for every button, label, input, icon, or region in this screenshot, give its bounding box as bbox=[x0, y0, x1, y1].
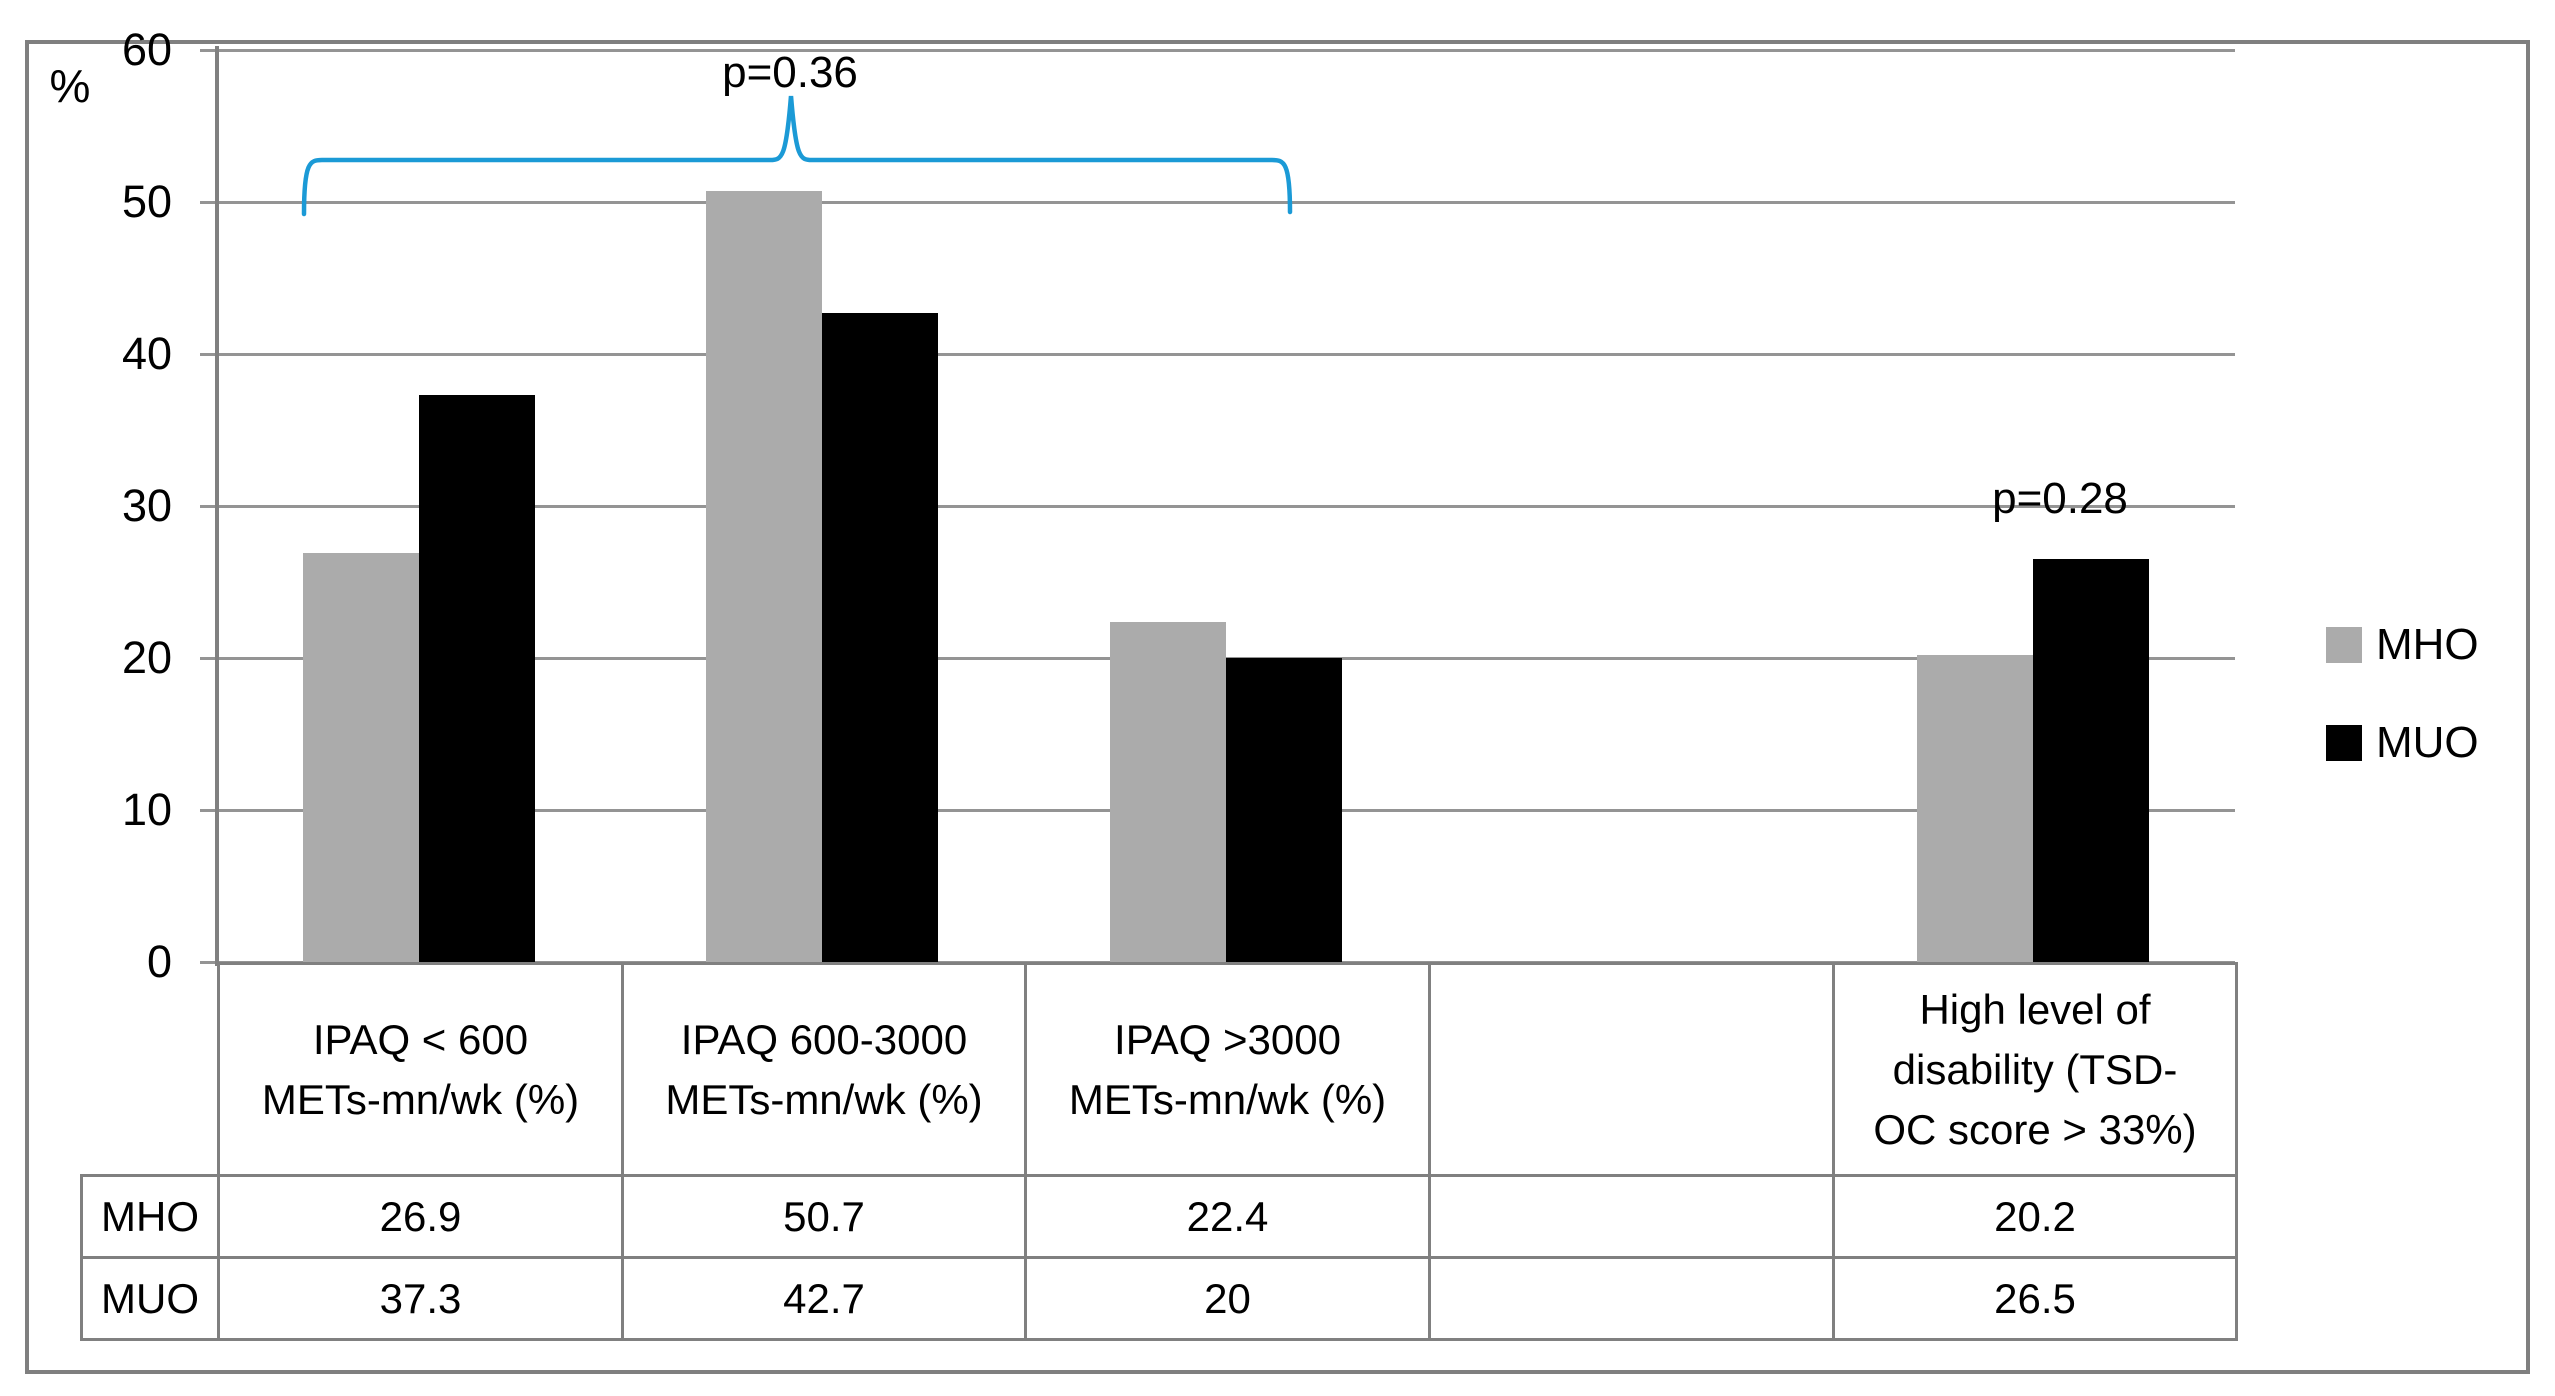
y-tick-label-60: 60 bbox=[121, 24, 172, 75]
y-axis-unit-label: % bbox=[49, 60, 91, 112]
legend-label: MHO bbox=[2376, 620, 2479, 669]
gridline-50 bbox=[200, 200, 2235, 204]
table-value-cell: 50.7 bbox=[621, 1174, 1027, 1259]
table-value-cell bbox=[1428, 1174, 1835, 1259]
data-table: IPAQ < 600 METs-mn/wk (%) IPAQ 600-3000 M… bbox=[80, 962, 2238, 1341]
y-axis-line bbox=[215, 46, 219, 966]
table-value-cell bbox=[1428, 1256, 1835, 1341]
y-tick-label-0: 0 bbox=[146, 936, 172, 987]
table-row-muo: MUO 37.3 42.7 20 26.5 bbox=[80, 1256, 2238, 1341]
category-header-cell-3: IPAQ >3000 METs-mn/wk (%) bbox=[1024, 962, 1431, 1177]
y-tick-label-50: 50 bbox=[121, 176, 172, 227]
bar-muo-group5 bbox=[2033, 559, 2150, 962]
legend-item-muo: MUO bbox=[2326, 718, 2479, 768]
p-value-annotation-right: p=0.28 bbox=[1992, 474, 2128, 523]
gridline-30 bbox=[200, 504, 2235, 508]
y-tick-label-20: 20 bbox=[121, 632, 172, 683]
table-value-cell: 37.3 bbox=[217, 1256, 624, 1341]
category-header-cell-1: IPAQ < 600 METs-mn/wk (%) bbox=[217, 962, 624, 1177]
category-header-cell-4 bbox=[1428, 962, 1835, 1177]
category-header-cell-5: High level of disability (TSD- OC score … bbox=[1832, 962, 2238, 1177]
y-tick-label-40: 40 bbox=[121, 328, 172, 379]
table-value-cell: 42.7 bbox=[621, 1256, 1027, 1341]
p-value-annotation-left: p=0.36 bbox=[722, 48, 858, 97]
bar-muo-group2 bbox=[822, 312, 939, 962]
gridline-60 bbox=[200, 48, 2235, 52]
bar-muo-group1 bbox=[418, 395, 535, 962]
legend-item-mho: MHO bbox=[2326, 620, 2479, 670]
table-value-cell: 20.2 bbox=[1832, 1174, 2238, 1259]
bar-mho-group5 bbox=[1917, 654, 2034, 962]
bar-mho-group1 bbox=[302, 553, 419, 962]
legend-swatch-mho bbox=[2326, 627, 2362, 663]
gridline-40 bbox=[200, 352, 2235, 356]
table-row-label: MHO bbox=[80, 1174, 220, 1259]
legend-label: MUO bbox=[2376, 718, 2479, 767]
category-header-cell-2: IPAQ 600-3000 METs-mn/wk (%) bbox=[621, 962, 1027, 1177]
legend: MHO MUO bbox=[2326, 620, 2479, 768]
table-row-label: MUO bbox=[80, 1256, 220, 1341]
bar-mho-group3 bbox=[1110, 621, 1226, 962]
table-value-cell: 26.5 bbox=[1832, 1256, 2238, 1341]
significance-brace bbox=[301, 95, 1293, 217]
legend-swatch-muo bbox=[2326, 725, 2362, 761]
table-row-mho: MHO 26.9 50.7 22.4 20.2 bbox=[80, 1174, 2238, 1259]
table-value-cell: 22.4 bbox=[1024, 1174, 1431, 1259]
bar-mho-group2 bbox=[706, 191, 823, 962]
gridline-0 bbox=[200, 960, 2235, 964]
table-corner-cell bbox=[82, 964, 219, 1176]
table-value-cell: 26.9 bbox=[217, 1174, 624, 1259]
table-value-cell: 20 bbox=[1024, 1256, 1431, 1341]
y-tick-label-10: 10 bbox=[121, 784, 172, 835]
y-tick-label-30: 30 bbox=[121, 480, 172, 531]
bar-muo-group3 bbox=[1226, 658, 1342, 962]
